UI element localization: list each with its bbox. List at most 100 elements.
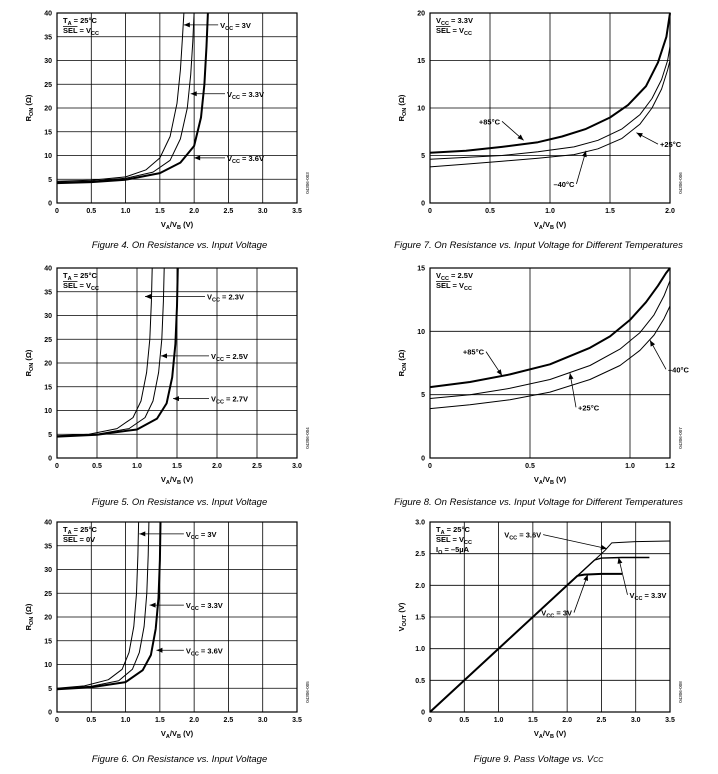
series-line xyxy=(56,12,195,183)
condition-note: SEL = VCC​ xyxy=(436,535,472,546)
y-tick-label: 25 xyxy=(44,82,52,89)
series-label: VCC​ = 3.3V xyxy=(227,90,264,101)
y-tick-label: 25 xyxy=(44,337,52,344)
x-axis-label: VA​/VB​ (V) xyxy=(534,729,567,740)
condition-note: SEL = 0V xyxy=(63,535,95,544)
condition-note: SEL = VCC​ xyxy=(63,281,99,292)
figure-code: 04306-006 xyxy=(678,172,683,194)
fig8-figure: 0 0.5 1.0 1.2 0 5 10 15 VA​/VB​ (V) RON​ (Ω) VCC​ … xyxy=(359,258,718,516)
x-tick-label: 0.5 xyxy=(525,463,535,470)
y-tick-label: 5 xyxy=(421,392,425,399)
figure-caption: Figure 8. On Resistance vs. Input Voltag… xyxy=(394,497,683,508)
condition-note: TA​ = 25°C xyxy=(436,525,470,536)
y-tick-label: 0 xyxy=(421,710,425,717)
y-tick-label: 15 xyxy=(417,58,425,65)
figure-code: 04306-008 xyxy=(678,681,683,703)
arrow-head-icon xyxy=(190,91,197,97)
series-label: VCC​ = 3.6V xyxy=(227,154,264,165)
x-tick-label: 2.0 xyxy=(665,208,675,215)
plot-frame xyxy=(56,521,298,713)
series-label: +85°C xyxy=(463,348,485,357)
series-label: –40°C xyxy=(668,365,690,374)
fig4-chart: 0 0.5 1.0 1.5 2.0 2.5 3.0 3.5 0 5 10 15 20 25 30 35 40 VA… xyxy=(24,11,310,232)
y-tick-label: 0 xyxy=(421,201,425,208)
x-tick-label: 2.0 xyxy=(189,717,199,724)
x-tick-label: 1.0 xyxy=(494,717,504,724)
x-tick-label: 0 xyxy=(428,208,432,215)
arrow-head-icon xyxy=(568,373,574,380)
y-tick-label: 0 xyxy=(421,456,425,463)
y-tick-label: 35 xyxy=(44,34,52,41)
series-line xyxy=(56,267,179,438)
series-line xyxy=(56,521,150,690)
condition-note: TA​ = 25°C xyxy=(63,16,97,27)
arrow-head-icon xyxy=(145,294,151,299)
condition-note: VCC​ = 3.3V xyxy=(436,16,473,27)
figure-caption: Figure 9. Pass Voltage vs. VCC xyxy=(473,754,604,765)
arrow-head-icon xyxy=(173,396,179,402)
y-tick-label: 20 xyxy=(417,11,425,18)
series-line xyxy=(429,305,671,410)
y-tick-label: 0 xyxy=(48,201,52,208)
condition-note: SEL = VCC​ xyxy=(436,26,472,37)
arrow-head-icon xyxy=(581,150,587,158)
condition-note: TA​ = 25°C xyxy=(63,525,97,536)
fig6-chart: 0 0.5 1.0 1.5 2.0 2.5 3.0 3.5 0 5 10 15 20 25 30 35 40 VA… xyxy=(24,520,310,741)
series-line xyxy=(429,572,622,713)
fig7-figure: 0 0.5 1.0 1.5 2.0 0 5 10 15 20 VA​/VB​ (V) RON​ (Ω)… xyxy=(359,0,718,258)
y-tick-label: 10 xyxy=(417,329,425,336)
series-label: VCC​ = 3V xyxy=(220,21,251,32)
y-tick-label: 10 xyxy=(44,408,52,415)
series-label: VCC​ = 2.7V xyxy=(211,395,248,406)
x-tick-label: 0.5 xyxy=(86,208,96,215)
y-tick-label: 15 xyxy=(44,384,52,391)
arrow-head-icon xyxy=(156,647,163,653)
y-tick-label: 40 xyxy=(44,266,52,273)
x-tick-label: 2.5 xyxy=(252,463,262,470)
y-axis-label: VOUT​ (V) xyxy=(397,602,408,631)
series-label: VCC​ = 3V xyxy=(186,530,217,541)
condition-note: SEL = VCC​ xyxy=(436,281,472,292)
fig5-figure: 0 0.5 1.0 1.5 2.0 2.5 3.0 0 5 10 15 20 25 30 35 40 VA​/V… xyxy=(0,258,359,516)
series-line xyxy=(429,540,671,713)
y-axis-label: RON​ (Ω) xyxy=(397,94,408,121)
x-tick-label: 3.0 xyxy=(631,717,641,724)
arrow-head-icon xyxy=(583,574,589,582)
y-tick-label: 0.5 xyxy=(415,678,425,685)
series-line xyxy=(56,12,185,182)
arrow-head-icon xyxy=(650,340,656,347)
y-tick-label: 10 xyxy=(417,106,425,113)
series-line xyxy=(56,267,153,437)
series-line xyxy=(56,521,162,691)
y-axis-label: RON​ (Ω) xyxy=(24,603,35,630)
figure-caption: Figure 5. On Resistance vs. Input Voltag… xyxy=(91,497,268,508)
y-tick-label: 2.0 xyxy=(415,583,425,590)
figure-code: 04306-004 xyxy=(305,427,310,449)
series-line xyxy=(429,556,650,713)
x-tick-label: 3.0 xyxy=(292,463,302,470)
x-axis-label: VA​/VB​ (V) xyxy=(161,475,194,486)
x-tick-label: 1.0 xyxy=(545,208,555,215)
y-axis-label: RON​ (Ω) xyxy=(397,349,408,376)
fig7-chart: 0 0.5 1.0 1.5 2.0 0 5 10 15 20 VA​/VB​ (V) RON​ (Ω)… xyxy=(397,11,683,232)
label-leader xyxy=(618,557,628,595)
x-tick-label: 0.5 xyxy=(459,717,469,724)
series-label: +25°C xyxy=(578,403,600,412)
plot-frame xyxy=(429,521,671,713)
y-tick-label: 25 xyxy=(44,591,52,598)
series-line xyxy=(429,267,671,389)
series-label: –40°C xyxy=(553,180,575,189)
series-line xyxy=(429,280,671,399)
arrow-head-icon xyxy=(183,22,190,28)
y-axis-label: RON​ (Ω) xyxy=(24,349,35,376)
y-tick-label: 20 xyxy=(44,361,52,368)
x-tick-label: 0 xyxy=(428,717,432,724)
y-tick-label: 30 xyxy=(44,58,52,65)
x-tick-label: 3.5 xyxy=(665,717,675,724)
fig8-chart: 0 0.5 1.0 1.2 0 5 10 15 VA​/VB​ (V) RON​ (Ω) VCC​ … xyxy=(397,266,690,487)
y-tick-label: 5 xyxy=(48,432,52,439)
condition-note: IO​ = –5µA xyxy=(436,545,470,556)
y-tick-label: 5 xyxy=(421,153,425,160)
y-tick-label: 5 xyxy=(48,686,52,693)
y-tick-label: 30 xyxy=(44,567,52,574)
